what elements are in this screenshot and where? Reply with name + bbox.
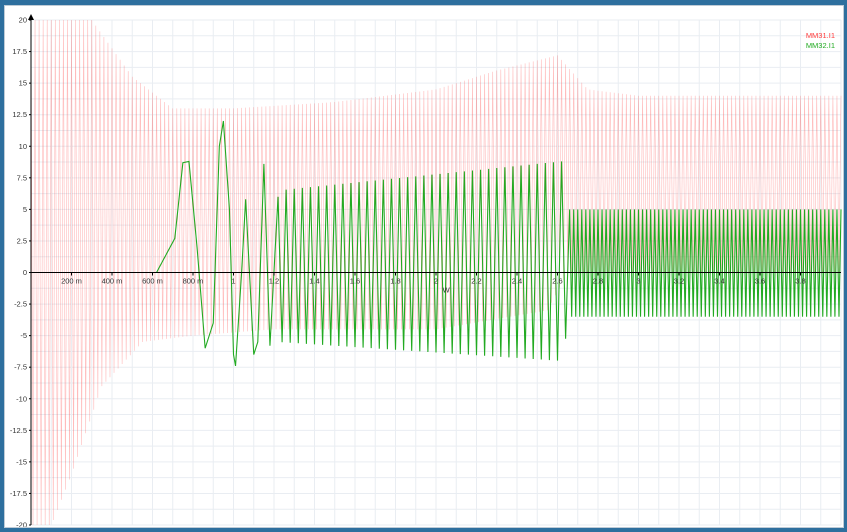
legend-entry-0: MM31.I1 bbox=[806, 31, 835, 40]
series-layer bbox=[30, 19, 842, 526]
y-tick-label: -12.5 bbox=[10, 426, 27, 435]
tick-labels: 20 17.5 15 12.5 10 7.5 5 2.5 0 -2.5 -5 -7.5 -10 -12.5… bbox=[10, 16, 806, 528]
y-tick-label: 5 bbox=[23, 205, 27, 214]
y-tick-label: 15 bbox=[19, 79, 27, 88]
x-tick-label: 3.4 bbox=[714, 277, 724, 286]
y-tick-label: -15 bbox=[16, 457, 27, 466]
axes bbox=[28, 14, 841, 526]
y-tick-label: -17.5 bbox=[10, 489, 27, 498]
y-tick-label: 2.5 bbox=[17, 236, 27, 245]
x-tick-label: 3.2 bbox=[674, 277, 684, 286]
x-tick-label: 1.8 bbox=[390, 277, 400, 286]
y-tick-label: -7.5 bbox=[14, 363, 27, 372]
x-tick-label: 2.4 bbox=[512, 277, 522, 286]
y-tick-label: 12.5 bbox=[12, 110, 27, 119]
y-tick-label: -10 bbox=[16, 394, 27, 403]
y-tick-label: -2.5 bbox=[14, 300, 27, 309]
y-tick-label: -20 bbox=[16, 521, 27, 528]
x-tick-label: 2.8 bbox=[593, 277, 603, 286]
x-tick-label: 2.2 bbox=[471, 277, 481, 286]
chart-frame: 20 17.5 15 12.5 10 7.5 5 2.5 0 -2.5 -5 -7.5 -10 -12.5… bbox=[4, 5, 844, 528]
x-tick-label: 400 m bbox=[102, 277, 123, 286]
y-tick-label: 17.5 bbox=[12, 47, 27, 56]
x-tick-label: 1.2 bbox=[269, 277, 279, 286]
x-tick-label: 3.6 bbox=[755, 277, 765, 286]
series-line-1 bbox=[156, 120, 842, 367]
x-tick-label: 1.6 bbox=[350, 277, 360, 286]
x-tick-label: 3.8 bbox=[795, 277, 805, 286]
y-tick-label: -5 bbox=[20, 331, 27, 340]
legend-entry-1: MM32.I1 bbox=[806, 41, 835, 50]
x-tick-label: 3 bbox=[636, 277, 640, 286]
x-tick-label: 200 m bbox=[61, 277, 82, 286]
chart-plot: 20 17.5 15 12.5 10 7.5 5 2.5 0 -2.5 -5 -7.5 -10 -12.5… bbox=[10, 14, 842, 528]
y-axis-arrow bbox=[28, 14, 34, 20]
x-tick-label: 800 m bbox=[183, 277, 204, 286]
y-tick-label: 0 bbox=[23, 268, 27, 277]
x-tick-label: 600 m bbox=[142, 277, 163, 286]
x-tick-label: 1.4 bbox=[309, 277, 319, 286]
y-tick-label: 20 bbox=[19, 16, 27, 25]
series-line-0 bbox=[30, 19, 842, 526]
x-tick-label: 1 bbox=[231, 277, 235, 286]
x-tick-label: 2.6 bbox=[552, 277, 562, 286]
x-axis-label: W bbox=[443, 286, 451, 295]
x-tick-label: 2 bbox=[434, 277, 438, 286]
y-tick-label: 10 bbox=[19, 142, 27, 151]
y-tick-label: 7.5 bbox=[17, 173, 27, 182]
